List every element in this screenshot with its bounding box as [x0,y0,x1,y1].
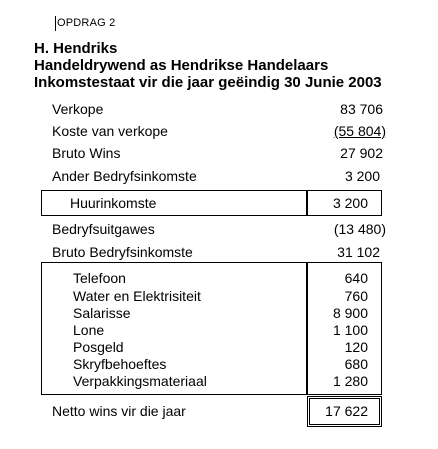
expense-value: 8 900 [332,305,368,321]
line-label-operating-expenses: Bedryfsuitgawes [52,221,155,237]
expense-value: 680 [344,356,368,372]
business-name: Handeldrywend as Hendrikse Handelaars [34,57,329,74]
expenses-label-box [41,262,307,395]
rental-income-value-box [307,190,382,216]
line-label-gross-profit: Bruto Wins [52,145,121,161]
expense-label: Water en Elektrisiteit [73,288,201,304]
expense-value: 1 280 [332,373,368,389]
line-label-other-income: Ander Bedryfsinkomste [52,168,197,184]
net-profit-value: 17 622 [325,403,368,419]
text-cursor [55,16,56,31]
line-value-gross-profit: 27 902 [340,145,383,161]
line-value-cost-of-sales: (55 804) [333,123,386,139]
expenses-value-box [307,262,382,395]
expense-label: Posgeld [73,339,124,355]
net-profit-value-box [307,396,382,427]
expense-label: Verpakkingsmateriaal [73,373,207,389]
line-label-gross-operating-income: Bruto Bedryfsinkomste [52,244,193,260]
expense-label: Lone [73,322,105,338]
expense-label: Telefoon [73,270,126,286]
expense-value: 760 [344,288,368,304]
line-value-sales: 83 706 [340,101,383,117]
line-label-rental-income: Huurinkomste [70,195,157,211]
line-value-operating-expenses: (13 480) [333,221,386,237]
line-label-sales: Verkope [52,101,104,117]
statement-title: Inkomstestaat vir die jaar geëindig 30 J… [34,74,382,91]
line-value-other-income: 3 200 [344,168,380,184]
expense-value: 1 100 [332,322,368,338]
line-value-rental-income: 3 200 [332,195,368,211]
expense-value: 120 [344,339,368,355]
expense-label: Skryfbehoeftes [73,356,167,372]
line-value-gross-operating-income: 31 102 [337,244,380,260]
task-number: OPDRAG 2 [57,17,116,29]
line-label-cost-of-sales: Koste van verkope [52,123,168,139]
company-name: H. Hendriks [34,40,118,57]
rental-income-label-box [41,190,307,216]
expense-value: 640 [344,270,368,286]
net-profit-label: Netto wins vir die jaar [52,403,186,419]
expense-label: Salarisse [73,305,131,321]
